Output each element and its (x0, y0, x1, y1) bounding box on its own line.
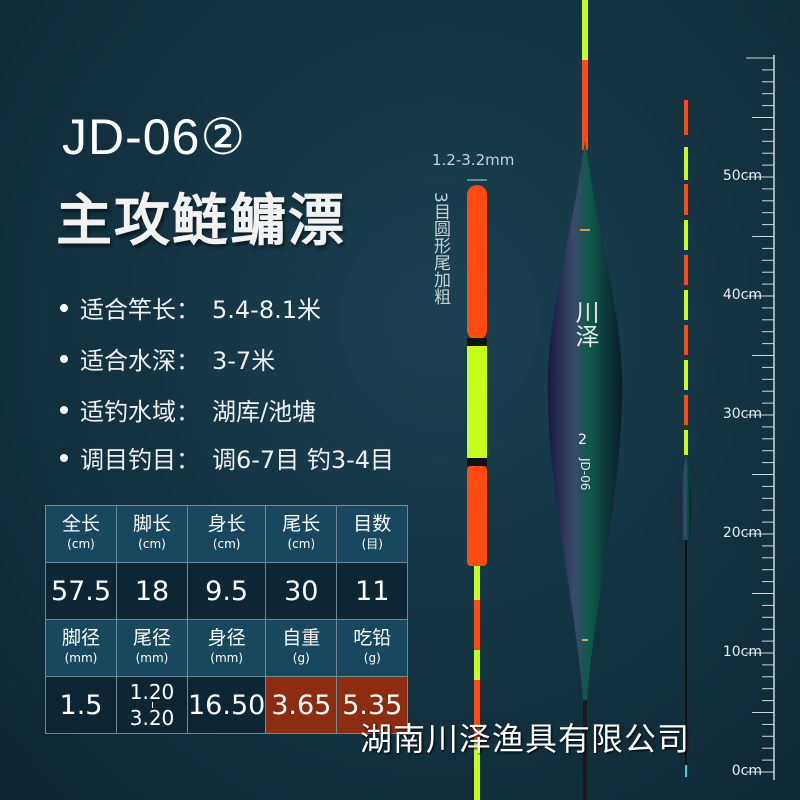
spec-water-depth: 适合水深： 3-7米 (60, 341, 275, 376)
table-row: 脚径 (mm) 尾径 (mm) 身径 (mm) 自重 (g) 吃铅 (g) (45, 619, 409, 677)
tail-closeup (467, 179, 487, 800)
mini-tail-segment (684, 325, 688, 355)
float-model: JD-06 (578, 458, 592, 491)
float-closeup (547, 0, 623, 800)
header-cell: 目数 (目) (336, 505, 409, 563)
mini-tail-segment (684, 220, 688, 250)
mini-tail-segment (684, 290, 688, 320)
header-cell: 自重 (g) (265, 619, 338, 677)
bullet-icon (60, 453, 68, 462)
mini-float-body (680, 455, 692, 540)
float-tail-top (582, 60, 588, 150)
header-cell: 全长 (cm) (45, 505, 117, 563)
header-cell: 身长 (cm) (186, 505, 267, 563)
bullet-icon (60, 405, 68, 414)
float-body (547, 140, 623, 700)
range-bottom: 3.20 (129, 706, 175, 730)
range-separator (151, 702, 153, 708)
value-cell-highlight: 3.65 (265, 676, 338, 734)
tail-segment-orange (467, 466, 487, 566)
header-cell: 吃铅 (g) (336, 619, 409, 677)
mini-tail-segment (684, 184, 688, 215)
mini-tail-segment (684, 395, 688, 425)
value-cell-range: 1.20 3.20 (116, 676, 188, 734)
ruler-label: 30cm (722, 406, 762, 422)
spec-label: 调目钓目： (80, 446, 200, 474)
float-tail-top (582, 0, 588, 60)
product-title: 主攻鲢鳙漂 (56, 189, 346, 254)
value-cell-highlight: 5.35 (336, 676, 409, 734)
ruler (746, 55, 775, 780)
ruler-label: 0cm (731, 763, 762, 779)
value-cell: 11 (336, 562, 409, 620)
mini-float-stem (685, 540, 687, 770)
tail-segment-orange (467, 185, 487, 340)
spec-table: 全长 (cm) 脚长 (cm) 身长 (cm) 尾长 (cm) 目数 (目) 57.5 1… (45, 505, 409, 734)
spec-label: 适钓水域： (80, 398, 200, 426)
ruler-label: 20cm (722, 525, 762, 541)
mini-tail-segment (684, 255, 688, 285)
ruler-label: 10cm (722, 644, 762, 660)
tail-note: 3目圆形尾加粗 (430, 192, 450, 305)
spec-rod-length: 适合竿长： 5.4-8.1米 (60, 290, 321, 325)
spec-value: 湖库/池塘 (212, 398, 317, 426)
bullet-icon (60, 354, 68, 363)
spec-value: 3-7米 (212, 347, 276, 375)
mini-tail-segment (684, 147, 688, 180)
mini-tail-segment (684, 100, 688, 135)
value-cell: 9.5 (186, 562, 267, 620)
float-number: 2 (578, 432, 587, 448)
value-cell: 18 (116, 562, 188, 620)
tail-diameter-label: 1.2-3.2mm (432, 151, 515, 169)
bullet-icon (60, 303, 68, 312)
spec-value: 5.4-8.1米 (212, 296, 321, 324)
mini-tail-segment (684, 360, 688, 390)
range-top: 1.20 (129, 680, 175, 704)
spec-water-area: 适钓水域： 湖库/池塘 (60, 392, 316, 427)
model-number: JD-06② (62, 109, 247, 165)
brand-mark: 川泽 (571, 300, 599, 348)
header-cell: 尾长 (cm) (265, 505, 338, 563)
value-cell: 1.5 (45, 676, 117, 734)
tail-segment-green (467, 346, 487, 458)
mini-float-tip (685, 765, 687, 777)
table-row: 1.5 1.20 3.20 16.50 3.65 5.35 (45, 676, 409, 734)
company-name: 湖南川泽渔具有限公司 (360, 720, 691, 758)
spec-value: 调6-7目 钓3-4目 (212, 446, 395, 474)
float-full-view (680, 100, 692, 777)
value-cell: 16.50 (186, 676, 267, 734)
spec-label: 适合竿长： (80, 296, 200, 324)
stem-segment (474, 600, 480, 650)
ruler-label: 40cm (722, 287, 762, 303)
mini-tail-segment (684, 430, 688, 455)
header-cell: 尾径 (mm) (116, 619, 188, 677)
table-row: 全长 (cm) 脚长 (cm) 身长 (cm) 尾长 (cm) 目数 (目) (45, 505, 409, 563)
spec-label: 适合水深： (80, 347, 200, 375)
stem-segment (474, 680, 480, 740)
header-cell: 脚径 (mm) (45, 619, 117, 677)
header-cell: 脚长 (cm) (116, 505, 188, 563)
spec-tuning: 调目钓目： 调6-7目 钓3-4目 (60, 440, 394, 475)
float-stem (583, 700, 587, 800)
ruler-label: 50cm (722, 168, 762, 184)
value-cell: 57.5 (45, 562, 117, 620)
tail-band (467, 458, 487, 466)
tail-band (467, 338, 487, 346)
